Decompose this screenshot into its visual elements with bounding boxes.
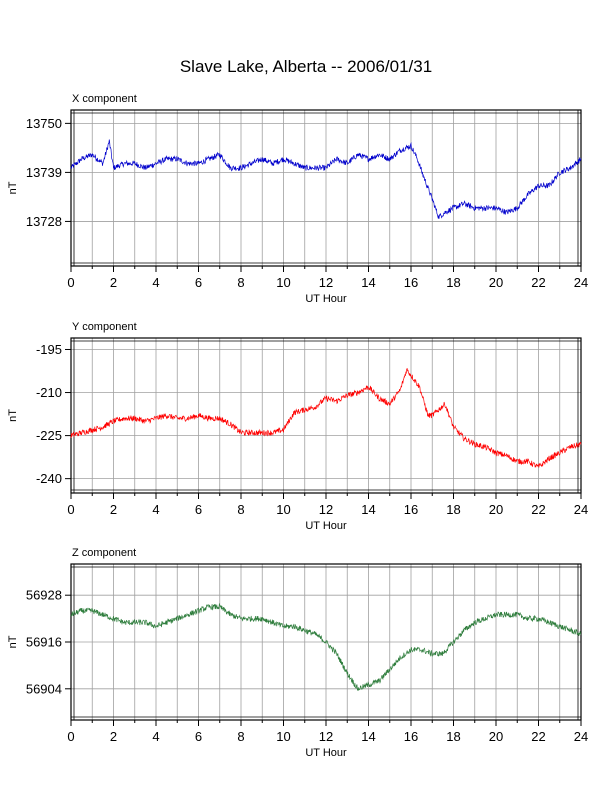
series-line	[70, 602, 582, 691]
y-tick-label: 13728	[26, 214, 62, 229]
y-tick-label: -195	[36, 342, 62, 357]
x-tick-label: 16	[404, 729, 418, 744]
x-tick-label: 14	[361, 502, 375, 517]
series-line	[70, 139, 582, 219]
x-tick-label: 12	[319, 275, 333, 290]
y-tick-label: 56904	[26, 681, 62, 696]
x-tick-label: 20	[489, 502, 503, 517]
y-tick-label: 13750	[26, 116, 62, 131]
x-tick-label: 20	[489, 729, 503, 744]
x-tick-label: 24	[574, 275, 588, 290]
x-tick-label: 0	[67, 275, 74, 290]
x-tick-label: 14	[361, 275, 375, 290]
x-tick-label: 6	[195, 729, 202, 744]
y-tick-label: 13739	[26, 165, 62, 180]
x-tick-label: 8	[237, 275, 244, 290]
x-tick-label: 22	[531, 275, 545, 290]
x-tick-label: 18	[446, 275, 460, 290]
y-tick-label: 56916	[26, 635, 62, 650]
panel-title: X component	[72, 93, 137, 105]
panel-title: Y component	[72, 321, 137, 333]
x-tick-label: 10	[276, 502, 290, 517]
x-tick-label: 24	[574, 729, 588, 744]
x-axis-label: UT Hour	[305, 747, 347, 759]
x-tick-label: 6	[195, 502, 202, 517]
x-tick-label: 10	[276, 729, 290, 744]
x-tick-label: 10	[276, 275, 290, 290]
x-tick-label: 0	[67, 502, 74, 517]
y-tick-label: -225	[36, 428, 62, 443]
x-tick-label: 16	[404, 275, 418, 290]
x-tick-label: 8	[237, 729, 244, 744]
x-tick-label: 12	[319, 729, 333, 744]
panel-title: Z component	[72, 547, 136, 559]
x-tick-label: 24	[574, 502, 588, 517]
x-tick-label: 16	[404, 502, 418, 517]
x-tick-label: 6	[195, 275, 202, 290]
y-tick-label: -240	[36, 471, 62, 486]
x-tick-label: 2	[110, 502, 117, 517]
x-tick-label: 8	[237, 502, 244, 517]
y-axis-label: nT	[7, 181, 19, 194]
x-tick-label: 2	[110, 275, 117, 290]
y-tick-label: 56928	[26, 588, 62, 603]
x-tick-label: 18	[446, 729, 460, 744]
x-tick-label: 14	[361, 729, 375, 744]
series-line	[70, 368, 582, 468]
x-tick-label: 20	[489, 275, 503, 290]
x-tick-label: 4	[152, 502, 159, 517]
y-axis-label: nT	[7, 409, 19, 422]
x-axis-label: UT Hour	[305, 520, 347, 532]
x-tick-label: 18	[446, 502, 460, 517]
x-axis-label: UT Hour	[305, 293, 347, 305]
y-axis-label: nT	[7, 635, 19, 648]
x-tick-label: 2	[110, 729, 117, 744]
x-tick-label: 12	[319, 502, 333, 517]
x-tick-label: 4	[152, 729, 159, 744]
x-tick-label: 0	[67, 729, 74, 744]
x-tick-label: 4	[152, 275, 159, 290]
x-tick-label: 22	[531, 502, 545, 517]
x-tick-label: 22	[531, 729, 545, 744]
page-title: Slave Lake, Alberta -- 2006/01/31	[179, 57, 433, 76]
y-tick-label: -210	[36, 385, 62, 400]
